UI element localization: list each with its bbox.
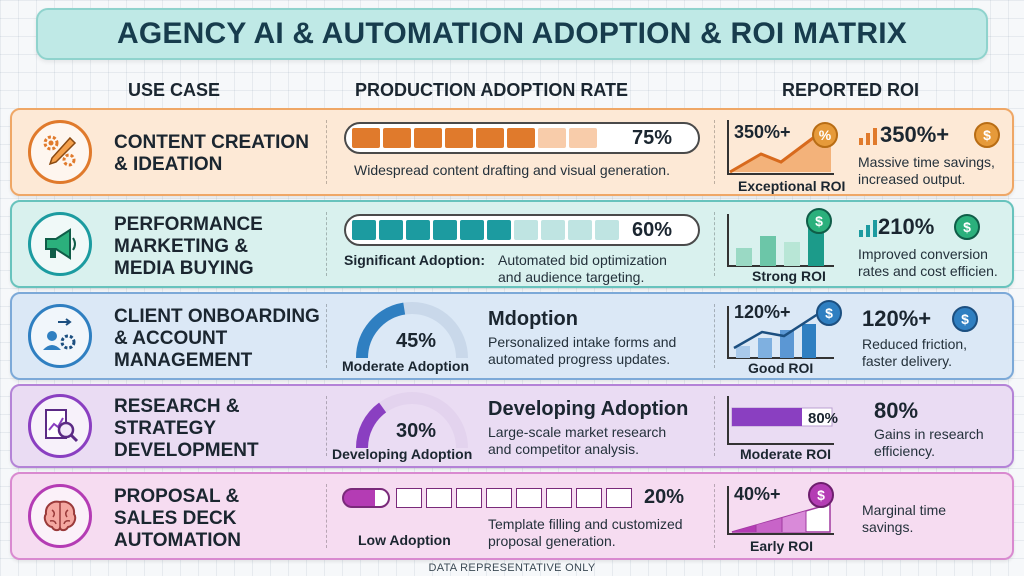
adoption-description: Template filling and customized proposal…	[488, 516, 683, 549]
pencil-gears-icon	[28, 120, 92, 184]
adoption-bar-segment	[595, 220, 619, 240]
roi-description: Reduced friction, faster delivery.	[862, 336, 968, 369]
dollar-coin-icon: $	[974, 122, 1000, 148]
use-case-label: PERFORMANCE MARKETING & MEDIA BUYING	[114, 214, 263, 279]
dollar-gear-icon: $	[806, 208, 832, 234]
chart-top-value: 40%+	[734, 484, 781, 504]
adoption-bar-segment	[445, 128, 473, 148]
adoption-bar-segment	[487, 220, 511, 240]
chart-top-value: 350%+	[734, 122, 791, 142]
adoption-percent: 60%	[632, 219, 673, 241]
roi-description: Marginal time savings.	[862, 502, 947, 535]
header-adoption-rate: PRODUCTION ADOPTION RATE	[355, 80, 628, 100]
adoption-level-label: Significant Adoption:	[344, 252, 486, 268]
adoption-bar-segment	[433, 220, 457, 240]
adoption-bar-segment	[456, 488, 482, 508]
roi-value: 350%+	[880, 122, 950, 147]
adoption-heading: Mdoption	[488, 308, 578, 330]
adoption-bar-segment	[507, 128, 535, 148]
roi-value: 120%+	[862, 306, 932, 331]
chart-label: Early ROI	[750, 538, 814, 554]
adoption-description: Personalized intake forms and automated …	[488, 334, 677, 367]
adoption-percent: 30%	[396, 420, 437, 442]
use-case-label: CLIENT ONBOARDING & ACCOUNT MANAGEMENT	[114, 306, 320, 371]
page-title: AGENCY AI & AUTOMATION ADOPTION & ROI MA…	[117, 17, 907, 50]
adoption-bar-segment	[606, 488, 632, 508]
adoption-bar-segment	[514, 220, 538, 240]
dollar-coin-icon: $	[952, 306, 978, 332]
row-proposal-sales: PROPOSAL & SALES DECK AUTOMATION 20% Low…	[10, 472, 1014, 560]
adoption-description: Large-scale market research and competit…	[488, 424, 667, 457]
adoption-bar-segment	[568, 220, 592, 240]
adoption-description: Automated bid optimization and audience …	[498, 252, 667, 285]
adoption-percent: 45%	[396, 330, 437, 352]
adoption-bar-segment	[476, 128, 504, 148]
header-reported-roi: REPORTED ROI	[782, 80, 920, 100]
adoption-bar-segment	[379, 220, 403, 240]
chart-label: Good ROI	[748, 360, 814, 376]
header-use-case: USE CASE	[128, 80, 221, 100]
chart-top-value: 80%	[808, 410, 839, 427]
adoption-bar-segment	[352, 128, 380, 148]
adoption-level-label: Low Adoption	[358, 532, 451, 548]
adoption-percent: 20%	[644, 486, 685, 508]
adoption-bar-segment	[541, 220, 565, 240]
adoption-description: Widespread content drafting and visual g…	[354, 162, 670, 178]
roi-description: Gains in research efficiency.	[874, 426, 984, 459]
adoption-bar-filled	[342, 488, 390, 508]
adoption-bar-segment	[576, 488, 602, 508]
dollar-coin-icon: $	[954, 214, 980, 240]
percent-coin-icon: %	[812, 122, 838, 148]
dollar-gear-icon: $	[816, 300, 842, 326]
adoption-gauge	[356, 302, 468, 359]
adoption-bar-segment	[538, 128, 566, 148]
roi-description: Improved conversion rates and cost effic…	[858, 246, 998, 279]
adoption-gauge	[355, 392, 468, 449]
roi-description: Massive time savings, increased output.	[858, 154, 995, 187]
roi-value: 210%	[878, 214, 935, 239]
roi-wedge-chart	[727, 486, 834, 535]
adoption-bar-segment	[406, 220, 430, 240]
onboarding-user-gear-icon	[28, 304, 92, 368]
roi-progress-chart	[727, 396, 834, 445]
adoption-bar-segment	[569, 128, 597, 148]
adoption-bar-segment	[516, 488, 542, 508]
adoption-level-label: Developing Adoption	[332, 446, 473, 462]
title-banner: AGENCY AI & AUTOMATION ADOPTION & ROI MA…	[36, 8, 988, 60]
bar-chart-icon	[859, 220, 877, 237]
adoption-bar-segment	[486, 488, 512, 508]
adoption-level-label: Moderate Adoption	[342, 358, 470, 374]
adoption-bar-segment	[396, 488, 422, 508]
dollar-gear-icon: $	[808, 482, 834, 508]
use-case-label: CONTENT CREATION & IDEATION	[114, 132, 309, 175]
row-performance-marketing: PERFORMANCE MARKETING & MEDIA BUYING 60%…	[10, 200, 1014, 288]
roi-value: 80%	[874, 398, 919, 423]
roi-bar-chart	[727, 214, 834, 267]
footer-note: DATA REPRESENTATIVE ONLY	[428, 562, 596, 574]
megaphone-icon	[28, 212, 92, 276]
brain-icon	[28, 484, 92, 548]
adoption-bar-segment	[546, 488, 572, 508]
chart-label: Strong ROI	[752, 268, 826, 284]
adoption-bar-segment	[383, 128, 411, 148]
chart-top-value: 120%+	[734, 302, 791, 322]
use-case-label: PROPOSAL & SALES DECK AUTOMATION	[114, 486, 242, 551]
adoption-percent: 75%	[632, 127, 673, 149]
chart-label: Exceptional ROI	[738, 178, 846, 194]
adoption-bar-segment	[352, 220, 376, 240]
adoption-heading: Developing Adoption	[488, 398, 689, 420]
adoption-bar-segment	[414, 128, 442, 148]
row-client-onboarding: CLIENT ONBOARDING & ACCOUNT MANAGEMENT 4…	[10, 292, 1014, 380]
adoption-bar-segment	[460, 220, 484, 240]
row-research-strategy: RESEARCH & STRATEGY DEVELOPMENT 30% Deve…	[10, 384, 1014, 468]
roi-area-chart	[727, 120, 834, 175]
document-magnifier-icon	[28, 394, 92, 458]
bar-chart-icon	[859, 128, 877, 145]
adoption-bar-segment	[426, 488, 452, 508]
roi-bar-line-chart	[727, 306, 834, 359]
use-case-label: RESEARCH & STRATEGY DEVELOPMENT	[114, 396, 259, 461]
chart-label: Moderate ROI	[740, 446, 832, 462]
row-content-creation: CONTENT CREATION & IDEATION 75% Widespre…	[10, 108, 1014, 196]
